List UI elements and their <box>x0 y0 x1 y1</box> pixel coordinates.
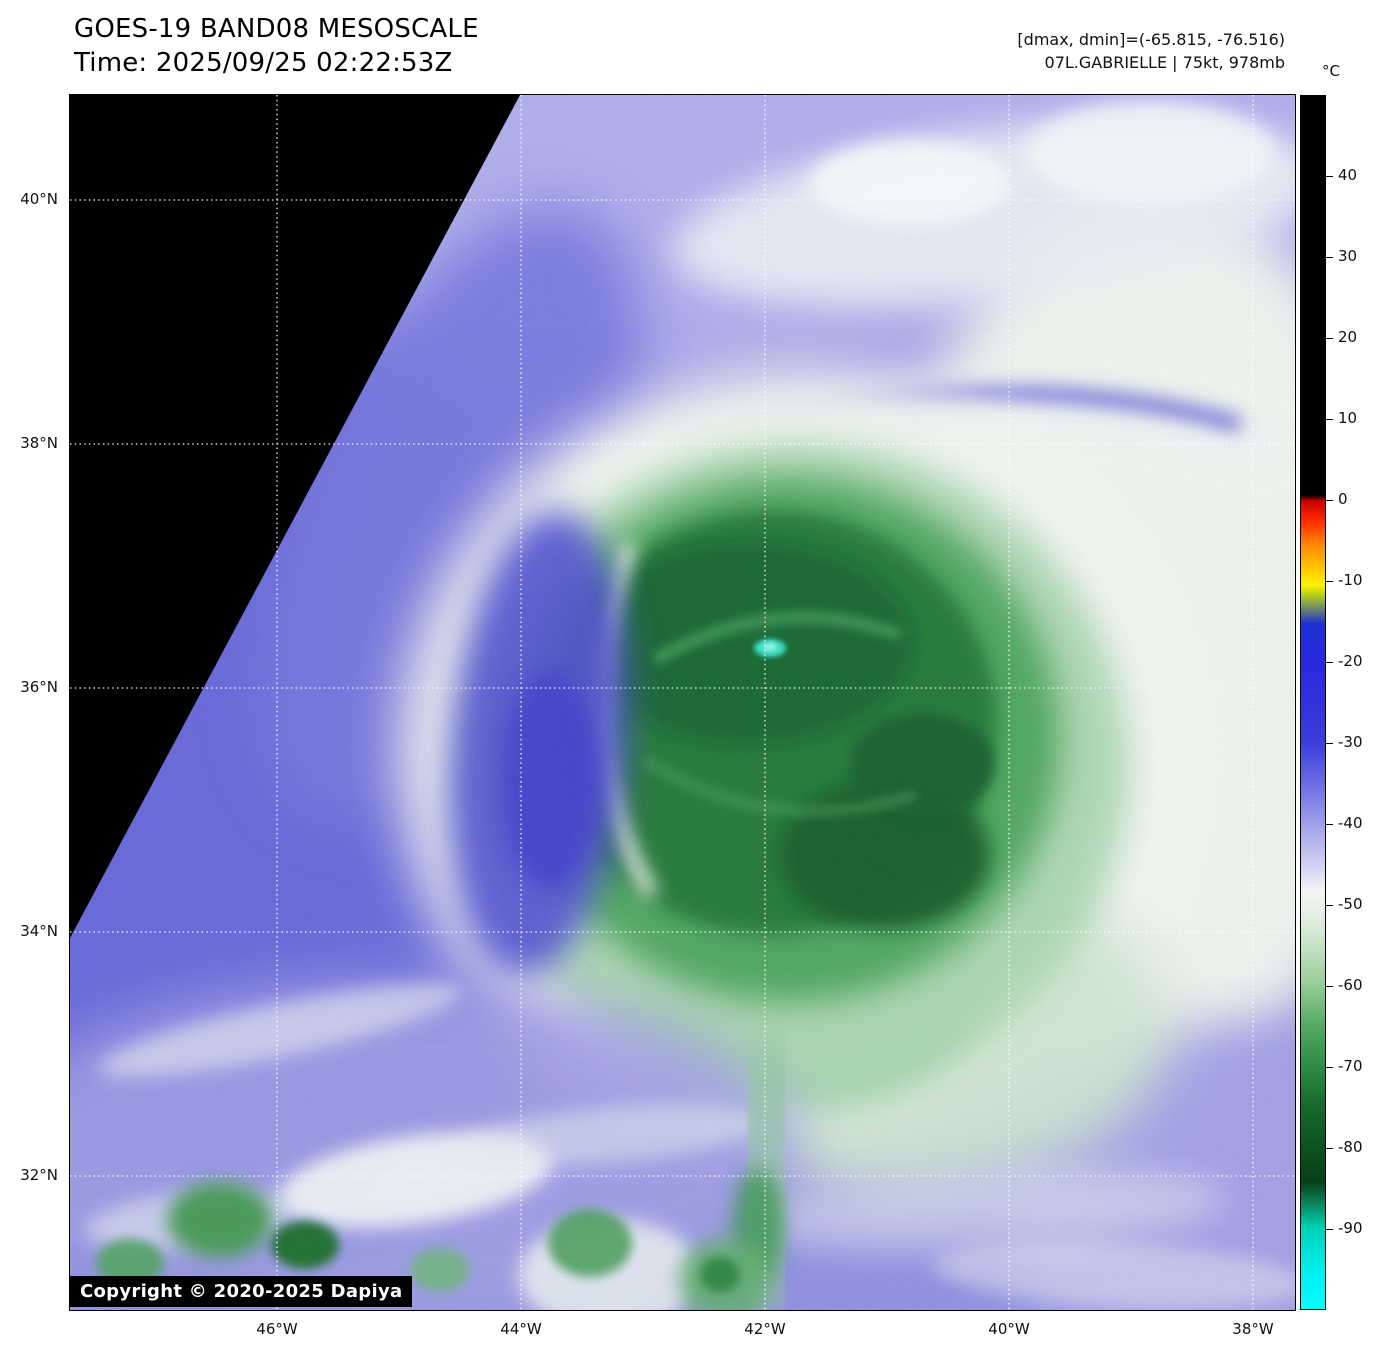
colorbar-gradient <box>1300 95 1326 1310</box>
lon-label: 38°W <box>1232 1320 1274 1338</box>
colorbar-tick-label: -90 <box>1338 1219 1363 1237</box>
colorbar-tickmark <box>1326 742 1333 744</box>
colorbar-tick-label: -10 <box>1338 571 1363 589</box>
lon-label: 44°W <box>500 1320 542 1338</box>
colorbar: °C 40 30 20 10 0 -10 -20 -30 -40 -50 -60 -70 -80 -90 <box>1300 0 1389 1359</box>
grid-lines <box>70 95 1295 1310</box>
satellite-imagery <box>70 95 1295 1310</box>
scan-edge-black-region <box>70 95 520 938</box>
colorbar-tick-label: 10 <box>1338 409 1358 427</box>
colorbar-tickmark <box>1326 337 1333 339</box>
colorbar-tickmark <box>1326 823 1333 825</box>
colorbar-tickmark <box>1326 904 1333 906</box>
storm-info: 07L.GABRIELLE | 75kt, 978mb <box>1044 53 1285 72</box>
lat-label: 38°N <box>20 434 58 452</box>
colorbar-tick-label: 20 <box>1338 328 1358 346</box>
colorbar-tick-label: -20 <box>1338 652 1363 670</box>
colorbar-tickmark <box>1326 985 1333 987</box>
timestamp: Time: 2025/09/25 02:22:53Z <box>74 48 453 78</box>
colorbar-tick-label: 30 <box>1338 247 1358 265</box>
lon-label: 46°W <box>256 1320 298 1338</box>
colorbar-unit-label: °C <box>1322 62 1340 80</box>
colorbar-tickmark <box>1326 580 1333 582</box>
colorbar-tick-label: -30 <box>1338 733 1363 751</box>
colorbar-tick-label: 40 <box>1338 166 1358 184</box>
colorbar-tick-label: -80 <box>1338 1138 1363 1156</box>
colorbar-tickmark <box>1326 1066 1333 1068</box>
meta-block: [dmax, dmin]=(-65.815, -76.516) 07L.GABR… <box>1017 28 1285 74</box>
colorbar-tick-label: 0 <box>1338 490 1348 508</box>
lat-label: 34°N <box>20 922 58 940</box>
lat-label: 36°N <box>20 678 58 696</box>
colorbar-tick-label: -40 <box>1338 814 1363 832</box>
copyright-watermark: Copyright © 2020-2025 Dapiya <box>70 1276 413 1307</box>
dmax-dmin-readout: [dmax, dmin]=(-65.815, -76.516) <box>1017 30 1285 49</box>
map-frame: Copyright © 2020-2025 Dapiya <box>69 94 1296 1311</box>
colorbar-tickmark <box>1326 1147 1333 1149</box>
lat-label: 32°N <box>20 1166 58 1184</box>
colorbar-tickmark <box>1326 499 1333 501</box>
colorbar-tickmark <box>1326 256 1333 258</box>
colorbar-tick-label: -50 <box>1338 895 1363 913</box>
lat-labels: 40°N 38°N 36°N 34°N 32°N <box>0 0 64 1359</box>
lat-label: 40°N <box>20 190 58 208</box>
page-title: GOES-19 BAND08 MESOSCALE <box>74 14 479 44</box>
lon-label: 40°W <box>988 1320 1030 1338</box>
colorbar-tickmark <box>1326 418 1333 420</box>
lon-label: 42°W <box>744 1320 786 1338</box>
colorbar-tick-label: -70 <box>1338 1057 1363 1075</box>
colorbar-tickmark <box>1326 175 1333 177</box>
colorbar-tick-label: -60 <box>1338 976 1363 994</box>
colorbar-tickmark <box>1326 1228 1333 1230</box>
colorbar-tickmark <box>1326 661 1333 663</box>
